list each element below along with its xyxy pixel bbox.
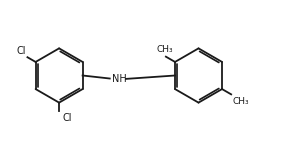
Text: CH₃: CH₃: [157, 45, 174, 54]
Text: CH₃: CH₃: [233, 97, 249, 106]
Text: Cl: Cl: [62, 113, 72, 123]
Text: NH: NH: [112, 74, 126, 84]
Text: Cl: Cl: [16, 46, 26, 56]
